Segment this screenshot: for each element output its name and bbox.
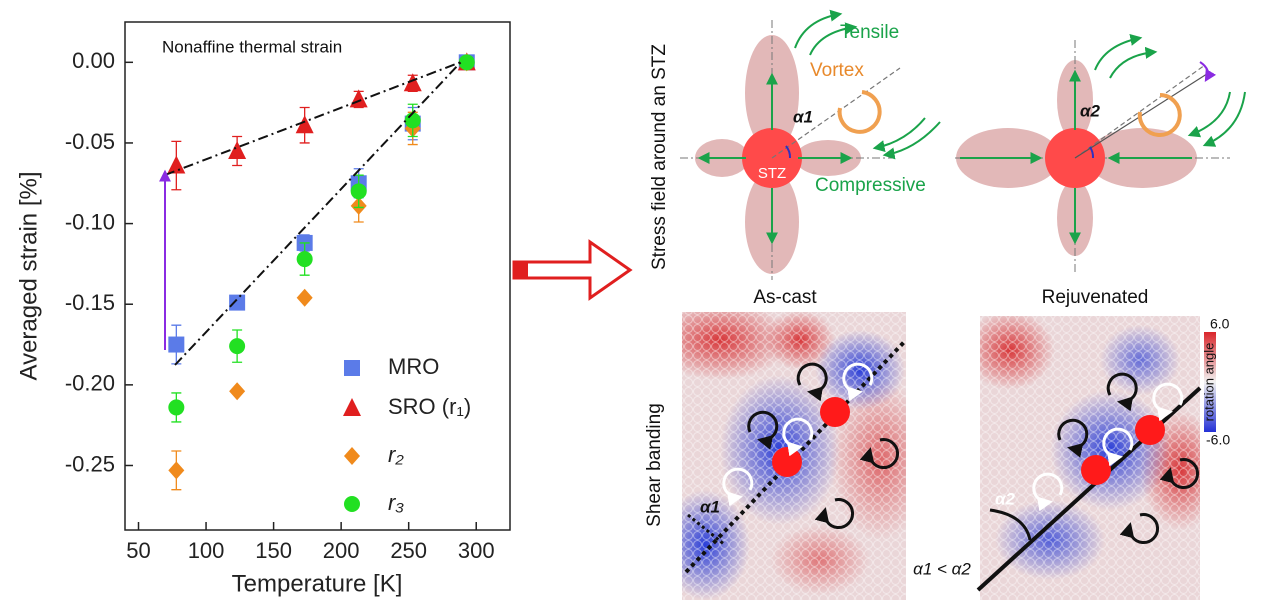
simulation-as-cast <box>682 312 908 600</box>
y-tick-label: -0.25 <box>65 451 115 476</box>
marker <box>168 399 185 416</box>
marker <box>403 73 422 92</box>
marker <box>296 288 313 307</box>
marker <box>458 54 475 71</box>
label-as-cast: As-cast <box>753 287 817 308</box>
x-tick-label: 100 <box>188 538 225 563</box>
legend-label: MRO <box>388 354 439 379</box>
label-compressive: Compressive <box>815 175 926 196</box>
marker <box>229 382 246 401</box>
x-axis-label: Temperature [K] <box>232 570 403 597</box>
y-tick-label: -0.05 <box>65 129 115 154</box>
label-stz: STZ <box>758 165 786 182</box>
label-vortex: Vortex <box>810 60 864 81</box>
label-stress-field: Stress field around an STZ <box>649 44 670 270</box>
legend-label: SRO (r₁) <box>388 394 471 419</box>
legend-swatch <box>343 398 361 416</box>
colorbar-max: 6.0 <box>1210 316 1230 332</box>
trend-line <box>174 61 462 366</box>
x-tick-label: 250 <box>390 538 427 563</box>
panel-alpha1: α1 <box>700 497 720 516</box>
label-rejuvenated: Rejuvenated <box>1042 287 1149 308</box>
label-tensile: Tensile <box>840 22 899 43</box>
angle-arc <box>1089 146 1095 159</box>
colorbar <box>1204 332 1216 432</box>
marker <box>228 141 247 160</box>
legend-swatch <box>344 496 360 512</box>
legend-swatch <box>344 447 360 465</box>
y-tick-label: 0.00 <box>72 48 115 73</box>
alpha-compare: α1 < α2 <box>913 559 971 578</box>
stress-arrows <box>697 9 1246 245</box>
annotation: Nonaffine thermal strain <box>162 37 342 56</box>
y-axis-label: Averaged strain [%] <box>15 171 42 380</box>
angle-arc <box>785 145 791 159</box>
rotation-arrow <box>1199 61 1217 83</box>
marker <box>404 112 421 129</box>
colorbar-label: rotation angle <box>1201 343 1216 422</box>
trend-line <box>164 61 462 176</box>
legend-label: r₃ <box>388 490 404 515</box>
label-shear-banding: Shear banding <box>644 403 665 527</box>
x-tick-label: 300 <box>458 538 495 563</box>
rotation-lines <box>771 64 1206 159</box>
y-tick-label: -0.15 <box>65 290 115 315</box>
transition-arrow <box>512 239 633 301</box>
colorbar-min: -6.0 <box>1206 432 1230 448</box>
arrow-tail <box>514 262 528 278</box>
plot-frame <box>124 21 511 531</box>
plot: 50 100 150 200 250 300 0.00 -0.05 -0.10 -0.15 -0.2… <box>65 48 495 563</box>
rotation-line <box>1074 71 1211 159</box>
x-tick-label: 150 <box>255 538 292 563</box>
marker <box>229 294 246 311</box>
y-tick-label: -0.10 <box>65 209 115 234</box>
marker <box>350 183 367 200</box>
legend-swatch <box>344 360 360 376</box>
y-tick-label: -0.20 <box>65 371 115 396</box>
vortex <box>837 90 1182 137</box>
marker <box>296 251 313 268</box>
marker <box>229 338 246 355</box>
simulation-rejuvenated <box>976 316 1202 600</box>
legend-label: r₂ <box>388 442 404 467</box>
marker <box>168 461 185 480</box>
marker <box>168 336 185 353</box>
marker <box>295 115 314 134</box>
x-tick-label: 200 <box>323 538 360 563</box>
x-tick-label: 50 <box>126 538 150 563</box>
marker <box>167 155 186 174</box>
label-alpha1: α1 <box>793 107 813 126</box>
panel-alpha2: α2 <box>995 489 1016 508</box>
label-alpha2: α2 <box>1080 101 1101 120</box>
